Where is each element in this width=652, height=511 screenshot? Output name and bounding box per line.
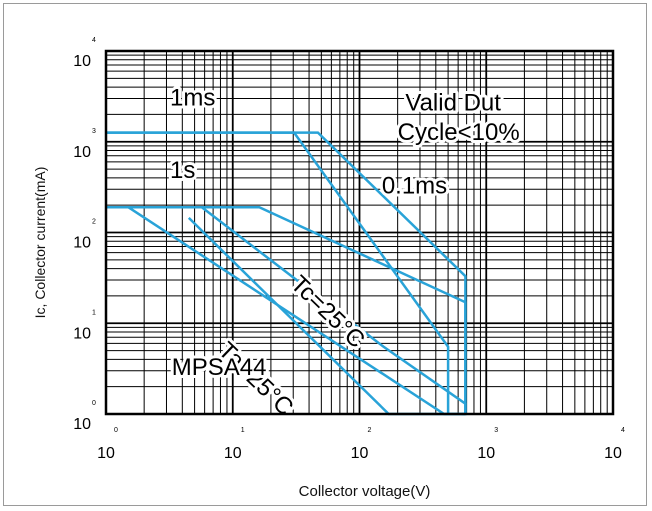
x-tick-labels: 10 0 10 1 10 2 10 3 10 4 (97, 427, 625, 462)
y-tick-label: 10 (73, 325, 91, 342)
annotation-label: Tc=25°C (285, 270, 370, 353)
soa-curve (128, 205, 467, 414)
x-tick-label: 10 (604, 445, 622, 462)
annotation-label: Valid Dut (405, 90, 501, 117)
y-tick-labels: 10 0 10 1 10 2 10 3 10 4 (73, 37, 96, 433)
annotation-label: 0.1ms (382, 172, 447, 199)
y-tick-exponent: 4 (92, 37, 96, 44)
y-tick-label: 10 (73, 53, 91, 70)
x-tick-exponent: 2 (368, 427, 372, 434)
y-tick-label: 10 (73, 416, 91, 433)
x-tick-exponent: 4 (621, 427, 625, 434)
y-tick-exponent: 0 (92, 400, 96, 407)
annotation-label: Cycle<10% (398, 119, 520, 146)
y-tick-exponent: 2 (92, 219, 96, 226)
annotation-label: 1ms (170, 85, 215, 112)
x-tick-label: 10 (351, 445, 369, 462)
y-tick-exponent: 1 (92, 309, 96, 316)
y-axis-label: Ic, Collector current(mA) (32, 167, 48, 319)
x-tick-label: 10 (224, 445, 242, 462)
x-tick-exponent: 3 (494, 427, 498, 434)
x-tick-label: 10 (477, 445, 495, 462)
x-tick-exponent: 1 (241, 427, 245, 434)
y-tick-label: 10 (73, 235, 91, 252)
x-tick-label: 10 (97, 445, 115, 462)
annotation-label: MPSA44 (172, 354, 267, 381)
y-tick-label: 10 (73, 144, 91, 161)
y-tick-exponent: 3 (92, 128, 96, 135)
x-axis-label: Collector voltage(V) (299, 483, 431, 500)
plot-border (104, 49, 615, 416)
annotation-label: 1s (170, 157, 195, 184)
annotations: Valid DutCycle<10%1ms1s0.1msTc=25°CTa=25… (167, 82, 523, 424)
soa-curve (127, 206, 466, 416)
x-tick-exponent: 0 (114, 427, 118, 434)
